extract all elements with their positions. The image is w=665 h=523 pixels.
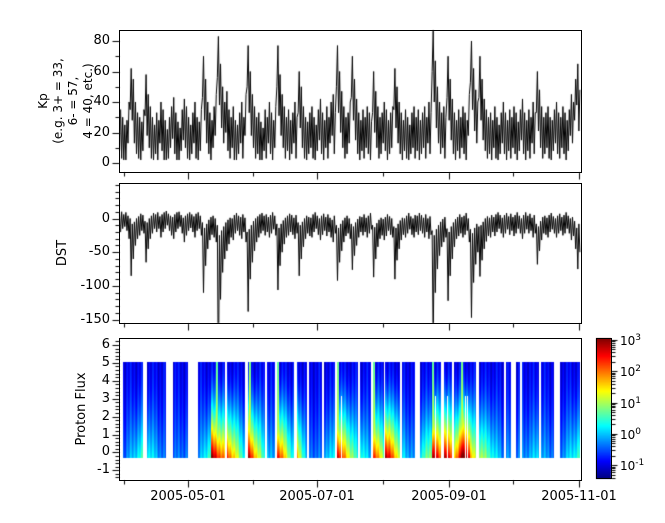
colorbar-tick-label: 101 [620, 396, 642, 411]
kp-axis-label-line1: Kp [36, 93, 50, 109]
proton-flux-ytick-label: 4 [101, 373, 110, 388]
kp-ytick-label: 40 [93, 94, 110, 109]
kp-panel [119, 30, 582, 173]
dst-ytick-label: -50 [88, 244, 110, 259]
kp-ytick-label: 80 [93, 33, 110, 48]
dst-ytick-label: -100 [80, 278, 110, 293]
kp-axis-label-line2: (e.g. 3+ = 33, [51, 58, 65, 144]
colorbar-tick-label: 103 [620, 333, 642, 348]
proton-flux-ytick-label: 6 [101, 337, 110, 352]
x-date-tick-label: 2005-11-01 [541, 489, 617, 504]
colorbar-tick-label: 102 [620, 364, 642, 379]
kp-ytick-label: 0 [101, 155, 110, 170]
kp-ytick-label: 20 [93, 125, 110, 140]
kp-ytick-label: 60 [93, 64, 110, 79]
x-date-tick-label: 2005-05-01 [150, 489, 226, 504]
proton-flux-panel [119, 338, 582, 481]
proton-flux-ytick-label: 2 [101, 409, 110, 424]
dst-ytick-label: -150 [80, 312, 110, 327]
proton-flux-ytick-label: 0 [101, 444, 110, 459]
proton-flux-ytick-label: 3 [101, 391, 110, 406]
x-date-tick-label: 2005-09-01 [411, 489, 487, 504]
x-date-tick-label: 2005-07-01 [279, 489, 355, 504]
dst-panel [119, 183, 582, 324]
colorbar [596, 338, 612, 479]
proton-flux-ytick-label: 1 [101, 427, 110, 442]
dst-axis-label: DST [55, 239, 70, 267]
colorbar-tick-label: 100 [620, 427, 642, 442]
proton-flux-ytick-label: 5 [101, 355, 110, 370]
colorbar-tick-label: 10-1 [620, 458, 645, 473]
dst-ytick-label: 0 [101, 211, 110, 226]
proton-flux-ytick-label: -1 [97, 462, 110, 477]
